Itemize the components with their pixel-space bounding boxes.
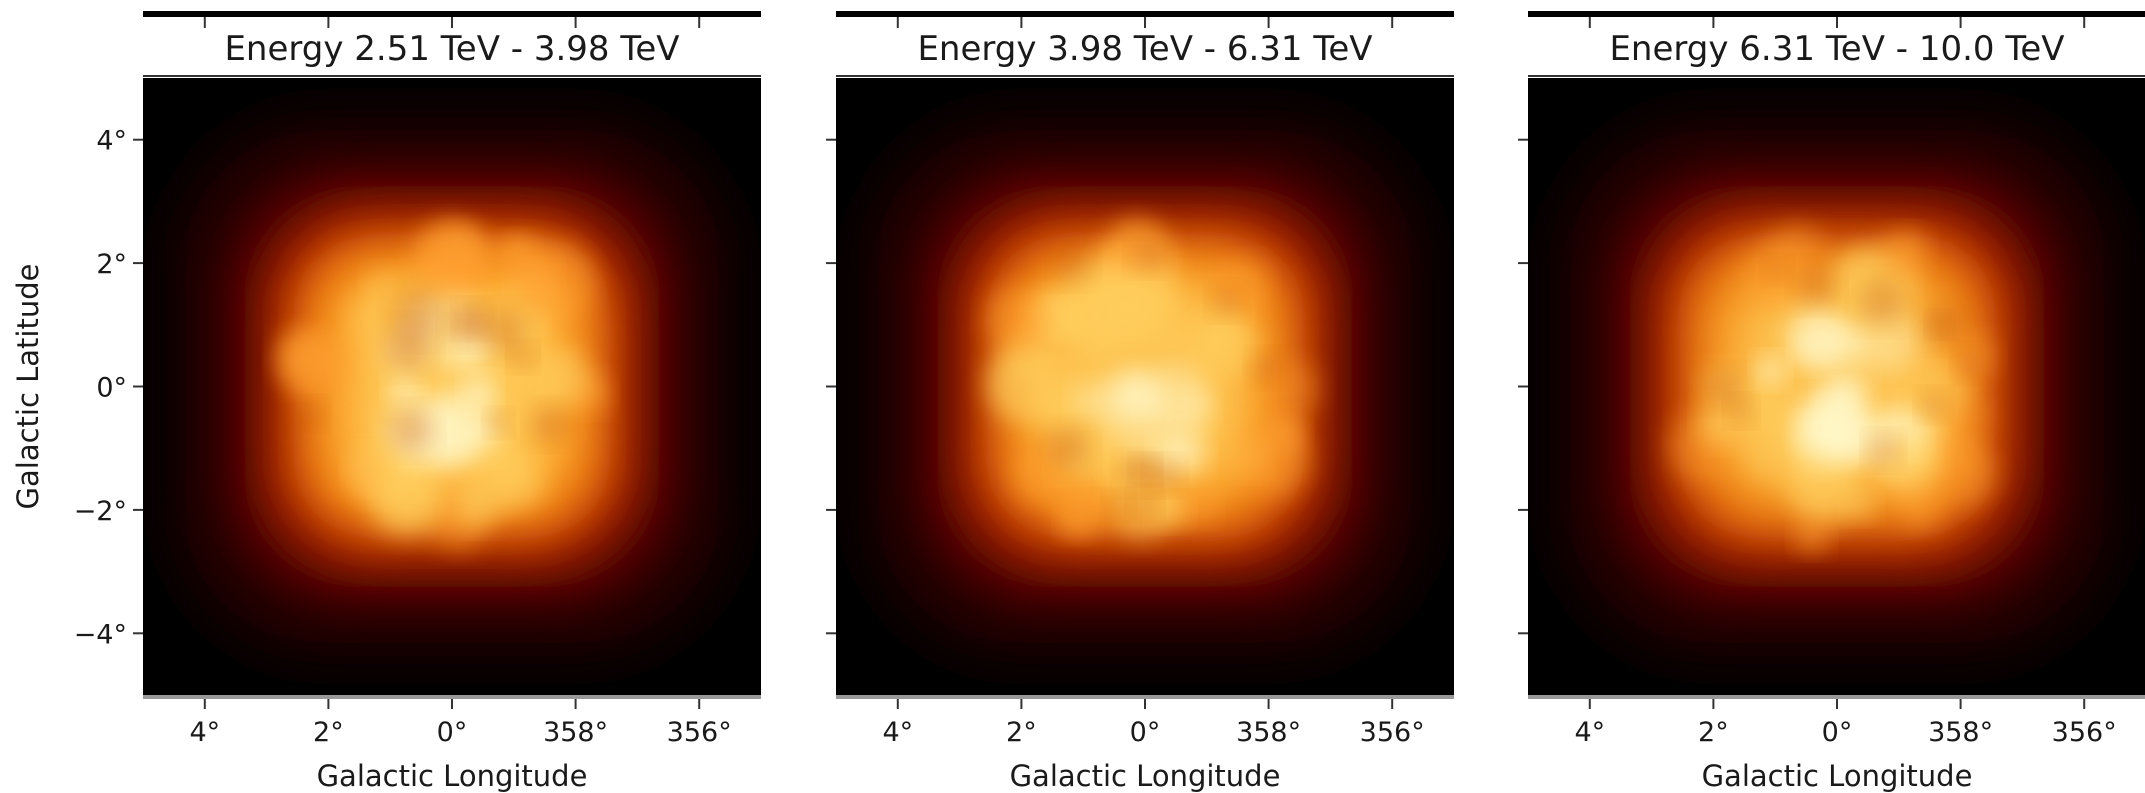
y-tick-label: −4° xyxy=(74,619,127,650)
emission-map xyxy=(857,109,1433,664)
emission-clump xyxy=(1794,518,1829,553)
emission-gap xyxy=(480,307,527,355)
y-tick-label: 0° xyxy=(96,373,127,404)
panel-2: Energy 3.98 TeV - 6.31 TeV 4° 2° 0° 358° 356°… xyxy=(826,11,1454,793)
emission-gap xyxy=(391,287,444,340)
emission-clump xyxy=(367,457,447,537)
emission-gap xyxy=(390,408,434,453)
x-tick-label: 4° xyxy=(189,717,220,748)
x-tick-label: 358° xyxy=(543,717,608,748)
emission-map xyxy=(164,109,740,664)
emission-gap xyxy=(1868,435,1899,466)
emission-gap xyxy=(1131,489,1158,516)
panel-3: Energy 6.31 TeV - 10.0 TeV 4° 2° 0° 358° 356°… xyxy=(1518,11,2145,793)
emission-clump xyxy=(1755,356,1786,386)
x-axis-label: Galactic Longitude xyxy=(317,759,588,793)
x-tick-label: 356° xyxy=(2052,717,2117,748)
x-tick-label: 358° xyxy=(1928,717,1993,748)
x-tick-label: 0° xyxy=(1822,717,1853,748)
emission-gap xyxy=(1796,265,1837,306)
emission-clump xyxy=(1796,330,1834,368)
panel-title: Energy 3.98 TeV - 6.31 TeV xyxy=(917,29,1372,69)
emission-gap xyxy=(299,400,325,427)
emission-clump xyxy=(413,218,490,295)
emission-gap xyxy=(1131,237,1165,271)
emission-gap xyxy=(487,411,510,434)
emission-gap xyxy=(1133,457,1157,481)
panel-title: Energy 2.51 TeV - 3.98 TeV xyxy=(224,29,679,69)
emission-clump xyxy=(388,374,422,408)
emission-clump xyxy=(1072,381,1110,419)
x-tick-label: 4° xyxy=(1574,717,1605,748)
x-tick-label: 2° xyxy=(313,717,344,748)
x-tick-label: 2° xyxy=(1698,717,1729,748)
emission-gap xyxy=(511,345,535,369)
emission-clump xyxy=(1180,487,1216,522)
emission-gap xyxy=(446,306,484,344)
emission-clump xyxy=(335,450,385,500)
x-tick-label: 356° xyxy=(1360,717,1425,748)
emission-clump xyxy=(1237,423,1309,495)
emission-clump xyxy=(987,287,1051,352)
emission-clump xyxy=(350,290,397,337)
panel-1: Energy 2.51 TeV - 3.98 TeV 4° 2° 0° 358° 356°… xyxy=(11,11,761,793)
emission-clump xyxy=(464,375,496,408)
emission-clump xyxy=(1065,272,1145,352)
emission-map xyxy=(1549,109,2125,664)
emission-clump xyxy=(1106,368,1160,422)
emission-gap xyxy=(1922,303,1966,346)
x-tick-label: 0° xyxy=(437,717,468,748)
emission-gap xyxy=(1055,246,1092,283)
emission-clump xyxy=(1061,504,1094,538)
y-tick-label: 4° xyxy=(96,126,127,157)
emission-gap xyxy=(1920,392,1947,419)
emission-gap xyxy=(531,406,570,444)
emission-clump xyxy=(1736,401,1816,482)
y-axis-label: Galactic Latitude xyxy=(11,264,45,510)
emission-gap xyxy=(1706,369,1745,408)
x-tick-label: 2° xyxy=(1006,717,1037,748)
emission-gap xyxy=(1106,493,1131,517)
emission-clump xyxy=(528,348,590,410)
emission-gap xyxy=(1765,258,1789,282)
panel-title: Energy 6.31 TeV - 10.0 TeV xyxy=(1609,29,2064,69)
x-tick-label: 0° xyxy=(1130,717,1161,748)
emission-gap xyxy=(1858,277,1906,326)
emission-clump xyxy=(516,241,595,321)
x-axis-label: Galactic Longitude xyxy=(1702,759,1973,793)
emission-clump xyxy=(1176,391,1213,428)
emission-gap xyxy=(1728,398,1754,424)
x-axis-label: Galactic Longitude xyxy=(1010,759,1281,793)
emission-clump xyxy=(1203,305,1244,347)
x-tick-label: 356° xyxy=(667,717,732,748)
emission-gap xyxy=(1211,286,1242,317)
emission-clump xyxy=(462,447,528,513)
emission-gap xyxy=(1149,460,1180,491)
emission-clump xyxy=(1884,230,1927,273)
emission-clump xyxy=(1792,456,1850,514)
emission-gap xyxy=(1251,352,1282,383)
emission-gap xyxy=(1044,426,1090,471)
emission-gap xyxy=(1956,348,1987,378)
y-tick-label: 2° xyxy=(96,249,127,280)
emission-clump xyxy=(1152,490,1188,526)
x-tick-label: 358° xyxy=(1236,717,1301,748)
emission-clump xyxy=(1846,489,1877,520)
x-tick-label: 4° xyxy=(882,717,913,748)
emission-clump xyxy=(282,333,351,402)
y-tick-label: −2° xyxy=(74,496,127,527)
emission-clump xyxy=(1933,444,1996,507)
